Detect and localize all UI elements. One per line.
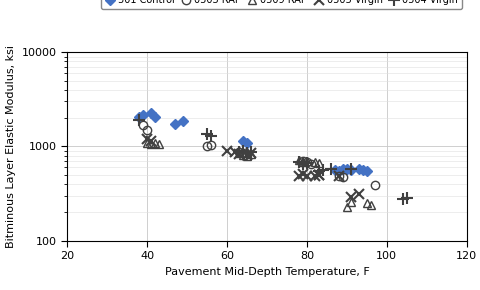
0505 Virgin [236, 152, 241, 156]
0503 RAP [144, 128, 150, 132]
0504 Virgin [204, 133, 209, 136]
Line: 0504 Virgin: 0504 Virgin [133, 115, 411, 204]
0504 Virgin [319, 168, 325, 172]
0505 Virgin [312, 174, 317, 177]
0505 Virgin [248, 151, 253, 155]
0503 RAP [208, 144, 214, 147]
0505 Virgin [300, 172, 305, 176]
0505 Virgin [303, 174, 309, 177]
0509 RAP [148, 143, 154, 146]
0509 RAP [295, 158, 301, 162]
Legend: 501 Control, 0503 RAP, 0509 RAP, 0505 Virgin, 0504 Virgin: 501 Control, 0503 RAP, 0509 RAP, 0505 Vi… [101, 0, 461, 9]
501 Control [152, 115, 158, 119]
0503 RAP [371, 183, 377, 187]
0504 Virgin [248, 150, 253, 153]
0505 Virgin [224, 149, 229, 153]
0509 RAP [243, 154, 250, 157]
0503 RAP [339, 176, 345, 179]
0504 Virgin [240, 149, 245, 153]
0505 Virgin [148, 139, 154, 142]
0509 RAP [367, 203, 373, 206]
0504 Virgin [399, 197, 405, 200]
Y-axis label: Bitminous Layer Elastic Modulus, ksi: Bitminous Layer Elastic Modulus, ksi [6, 45, 16, 248]
501 Control [359, 168, 365, 172]
0509 RAP [312, 160, 317, 164]
501 Control [339, 168, 345, 171]
0503 RAP [236, 151, 241, 154]
0505 Virgin [295, 174, 301, 177]
0504 Virgin [303, 161, 309, 165]
0509 RAP [248, 152, 253, 156]
0509 RAP [236, 151, 241, 155]
0505 Virgin [232, 151, 238, 154]
501 Control [347, 168, 353, 172]
501 Control [172, 122, 178, 125]
0504 Virgin [347, 168, 353, 171]
501 Control [240, 139, 245, 142]
0509 RAP [156, 143, 162, 146]
0509 RAP [152, 141, 158, 144]
0504 Virgin [136, 118, 142, 122]
0505 Virgin [335, 175, 341, 178]
501 Control [343, 167, 349, 171]
0503 RAP [303, 160, 309, 164]
501 Control [180, 119, 186, 123]
0504 Virgin [243, 151, 250, 155]
501 Control [140, 113, 146, 117]
0504 Virgin [300, 162, 305, 166]
Line: 501 Control: 501 Control [135, 110, 370, 174]
501 Control [148, 112, 154, 115]
0509 RAP [315, 161, 321, 165]
0504 Virgin [315, 169, 321, 173]
0509 RAP [363, 202, 369, 205]
0509 RAP [343, 205, 349, 208]
0504 Virgin [403, 196, 408, 200]
0503 RAP [335, 174, 341, 177]
0509 RAP [144, 141, 150, 144]
0503 RAP [140, 123, 146, 126]
0503 RAP [240, 151, 245, 155]
Line: 0505 Virgin: 0505 Virgin [142, 134, 363, 202]
0505 Virgin [347, 195, 353, 199]
0509 RAP [240, 153, 245, 156]
0505 Virgin [315, 173, 321, 177]
Line: 0503 RAP: 0503 RAP [139, 121, 378, 189]
0505 Virgin [315, 173, 321, 177]
0503 RAP [307, 162, 313, 166]
0504 Virgin [295, 160, 301, 164]
0505 Virgin [355, 193, 361, 196]
501 Control [355, 168, 361, 171]
501 Control [335, 169, 341, 173]
0503 RAP [204, 144, 209, 148]
0509 RAP [303, 159, 309, 163]
501 Control [243, 141, 250, 144]
Line: 0509 RAP: 0509 RAP [143, 138, 374, 211]
0505 Virgin [144, 137, 150, 141]
0504 Virgin [208, 135, 214, 138]
501 Control [331, 168, 337, 172]
501 Control [363, 169, 369, 173]
0505 Virgin [243, 153, 250, 156]
0504 Virgin [236, 151, 241, 154]
0509 RAP [300, 160, 305, 164]
0504 Virgin [327, 167, 333, 171]
X-axis label: Pavement Mid-Depth Temperature, F: Pavement Mid-Depth Temperature, F [164, 267, 369, 277]
0509 RAP [347, 200, 353, 203]
501 Control [136, 115, 142, 119]
0503 RAP [300, 159, 305, 163]
